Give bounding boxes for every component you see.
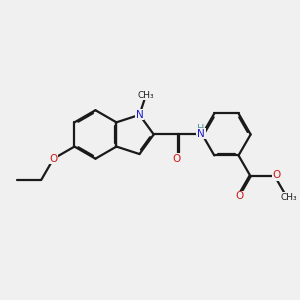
- Text: O: O: [172, 154, 181, 164]
- Text: H: H: [196, 124, 204, 134]
- Text: CH₃: CH₃: [138, 91, 154, 100]
- Text: O: O: [50, 154, 58, 164]
- Text: N: N: [197, 129, 205, 139]
- Text: N: N: [136, 110, 143, 120]
- Text: O: O: [273, 170, 281, 180]
- Text: CH₃: CH₃: [280, 193, 297, 202]
- Text: O: O: [236, 191, 244, 201]
